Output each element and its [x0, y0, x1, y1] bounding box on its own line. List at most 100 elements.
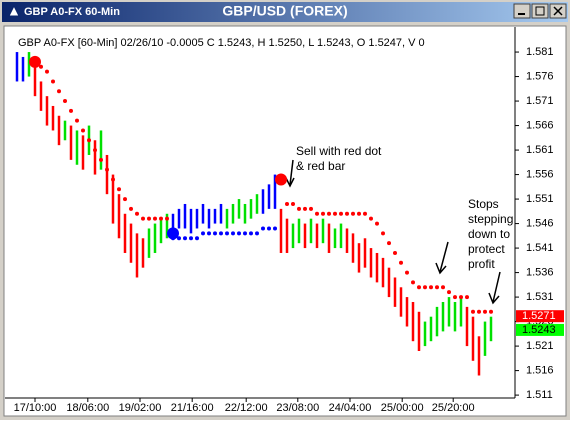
stop-dot	[153, 216, 157, 221]
stop-dot	[477, 309, 481, 314]
stop-dot	[351, 211, 355, 216]
stop-dot	[213, 231, 217, 236]
title-bar	[2, 2, 568, 22]
y-tick-label: 1.556	[526, 168, 554, 180]
y-tick-label: 1.521	[526, 340, 554, 352]
maximize-icon	[535, 6, 545, 16]
stop-dot	[135, 211, 139, 216]
stop-dot	[309, 206, 313, 211]
x-tick-label: 25/00:00	[381, 402, 424, 414]
stop-price-tag	[516, 310, 564, 323]
stop-dot	[363, 211, 367, 216]
stop-dot	[93, 148, 97, 153]
annotation: Stops	[468, 197, 499, 211]
stop-dot	[345, 211, 349, 216]
stop-dot	[387, 241, 391, 246]
stop-dot	[141, 216, 145, 221]
stop-dot	[177, 236, 181, 241]
stop-dot	[417, 285, 421, 290]
y-tick-label: 1.531	[526, 291, 554, 303]
x-tick-label: 23/08:00	[276, 402, 319, 414]
minimize-button[interactable]	[513, 3, 531, 19]
annotation: protect	[468, 242, 505, 256]
maximize-button[interactable]	[531, 3, 549, 19]
y-tick-label: 1.536	[526, 266, 554, 278]
y-tick-label: 1.571	[526, 95, 554, 107]
stop-dot	[195, 236, 199, 241]
stop-dot	[333, 211, 337, 216]
stop-dot	[315, 211, 319, 216]
annotation: Sell with red dot	[296, 144, 382, 158]
stop-dot	[249, 231, 253, 236]
stop-dot	[69, 108, 73, 113]
annotation: stepping	[468, 212, 513, 226]
close-price-tag	[516, 323, 564, 336]
stop-dot	[201, 231, 205, 236]
signal-dot	[29, 55, 41, 68]
y-tick-label: 1.561	[526, 144, 554, 156]
x-tick-label: 18/06:00	[66, 402, 109, 414]
stop-dot	[369, 216, 373, 221]
stop-dot	[339, 211, 343, 216]
x-tick-label: 22/12:00	[225, 402, 268, 414]
close-icon	[553, 6, 563, 16]
stop-dot	[147, 216, 151, 221]
x-tick-label: 24/04:00	[329, 402, 372, 414]
annotations	[285, 159, 501, 305]
signal-dot	[275, 173, 287, 186]
stop-dot	[411, 280, 415, 285]
stop-dot	[231, 231, 235, 236]
y-tick-label: 1.566	[526, 119, 554, 131]
stop-dot	[159, 216, 163, 221]
annotation: & red bar	[296, 159, 345, 173]
stop-dot	[441, 285, 445, 290]
stop-dot	[243, 231, 247, 236]
stop-dot	[57, 89, 61, 94]
stop-dot	[465, 295, 469, 300]
y-tick-label: 1.576	[526, 70, 554, 82]
stop-dot	[327, 211, 331, 216]
stop-dot	[117, 187, 121, 192]
stop-dot	[189, 236, 193, 241]
arrow	[285, 159, 295, 188]
close-price-label: 1.5243	[522, 324, 556, 336]
x-tick-label: 17/10:00	[14, 402, 57, 414]
stop-dot	[375, 221, 379, 226]
stop-dot	[99, 157, 103, 162]
stop-dot	[75, 118, 79, 123]
arrow	[488, 271, 501, 305]
stop-dot	[129, 206, 133, 211]
stop-dot	[45, 69, 49, 74]
stop-dot	[405, 270, 409, 275]
stop-dot	[489, 309, 493, 314]
window-title: GBP A0-FX 60-Min	[24, 6, 120, 18]
x-tick-label: 19/02:00	[119, 402, 162, 414]
stop-dot	[111, 177, 115, 182]
stop-dot	[471, 309, 475, 314]
stop-dot	[63, 99, 67, 104]
stop-dot	[423, 285, 427, 290]
signal-dot	[167, 227, 179, 240]
stop-dot	[255, 231, 259, 236]
y-tick-label: 1.516	[526, 365, 554, 377]
stop-dot	[459, 295, 463, 300]
stop-dot	[291, 201, 295, 206]
x-tick-label: 21/16:00	[171, 402, 214, 414]
chart-title: GBP/USD (FOREX)	[222, 3, 347, 19]
stop-dot	[357, 211, 361, 216]
y-tick-label: 1.551	[526, 193, 554, 205]
stop-dot	[183, 236, 187, 241]
stop-dot	[81, 128, 85, 133]
stop-price-label: 1.5271	[522, 310, 556, 322]
stop-dot	[447, 290, 451, 295]
window-buttons[interactable]	[513, 3, 567, 19]
stop-dot	[273, 226, 277, 231]
app-icon	[8, 4, 20, 17]
stop-dot	[321, 211, 325, 216]
stop-dot	[39, 64, 43, 69]
stop-dot	[261, 226, 265, 231]
arrow	[435, 241, 449, 275]
stop-dot	[51, 79, 55, 84]
stop-dot	[297, 206, 301, 211]
